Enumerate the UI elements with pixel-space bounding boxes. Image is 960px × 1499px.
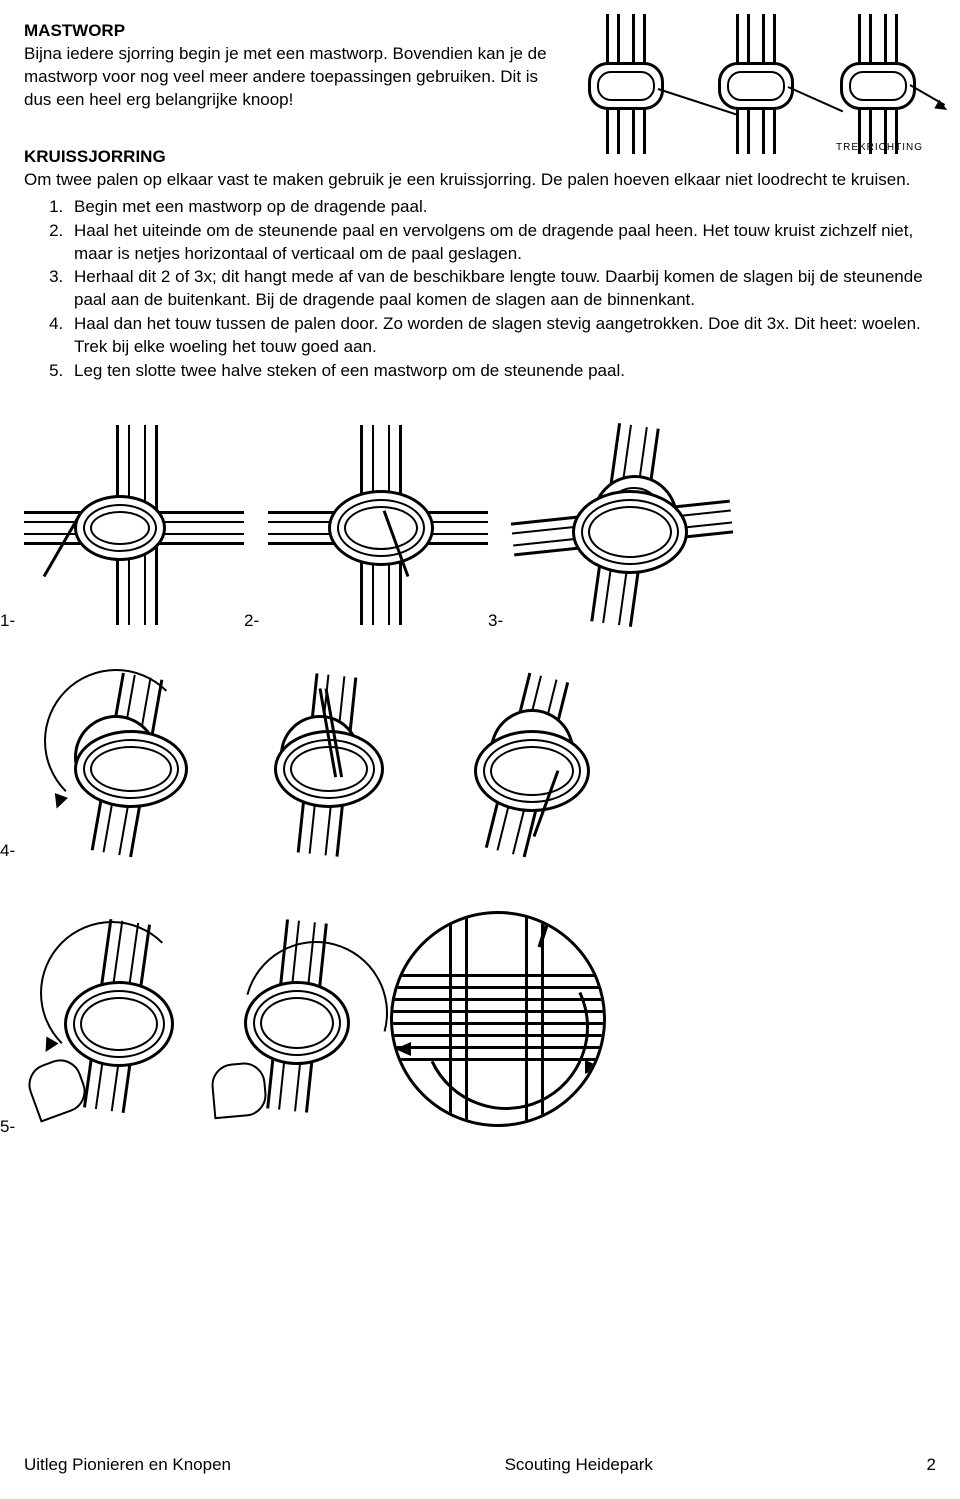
label-5: 5- — [0, 1117, 24, 1141]
document-page: MASTWORP Bijna iedere sjorring begin je … — [0, 0, 960, 1499]
figure-5b — [204, 911, 384, 1121]
step-4: Haal dan het touw tussen de palen door. … — [68, 313, 936, 359]
mastworp-figure: TREKRICHTING — [586, 14, 936, 164]
page-footer: Uitleg Pionieren en Knopen Scouting Heid… — [24, 1455, 936, 1475]
step-5: Leg ten slotte twee halve steken of een … — [68, 360, 936, 383]
figure-4b — [224, 665, 424, 865]
figure-4c — [424, 665, 624, 865]
figure-3 — [512, 415, 732, 635]
kruissjorring-intro: Om twee palen op elkaar vast te maken ge… — [24, 170, 910, 189]
section-mastworp: MASTWORP Bijna iedere sjorring begin je … — [24, 20, 936, 112]
section-kruissjorring: KRUISSJORRING Om twee palen op elkaar va… — [24, 146, 936, 383]
mastworp-title: MASTWORP — [24, 21, 125, 40]
figure-row-1: 1- 2- 3- — [0, 415, 936, 635]
footer-left: Uitleg Pionieren en Knopen — [24, 1455, 231, 1475]
label-4: 4- — [0, 841, 24, 865]
footer-center: Scouting Heidepark — [505, 1455, 653, 1475]
footer-right: 2 — [927, 1455, 936, 1475]
kruissjorring-title: KRUISSJORRING — [24, 147, 166, 166]
step-1: Begin met een mastworp op de dragende pa… — [68, 196, 936, 219]
trekrichting-label: TREKRICHTING — [836, 142, 923, 153]
label-2: 2- — [244, 611, 268, 635]
kruissjorring-steps: Begin met een mastworp op de dragende pa… — [24, 196, 936, 384]
mastworp-text-block: MASTWORP Bijna iedere sjorring begin je … — [24, 20, 564, 112]
figure-1 — [24, 415, 244, 635]
label-3: 3- — [488, 611, 512, 635]
figure-5c-detail — [384, 911, 624, 1141]
figure-row-3: 5- — [0, 911, 936, 1141]
figure-4a — [24, 665, 224, 865]
figure-2 — [268, 415, 488, 635]
figure-row-2: 4- — [0, 665, 936, 865]
step-3: Herhaal dit 2 of 3x; dit hangt mede af v… — [68, 266, 936, 312]
label-1: 1- — [0, 611, 24, 635]
figure-5a — [24, 911, 204, 1121]
mastworp-paragraph: Bijna iedere sjorring begin je met een m… — [24, 44, 547, 109]
step-2: Haal het uiteinde om de steunende paal e… — [68, 220, 936, 266]
